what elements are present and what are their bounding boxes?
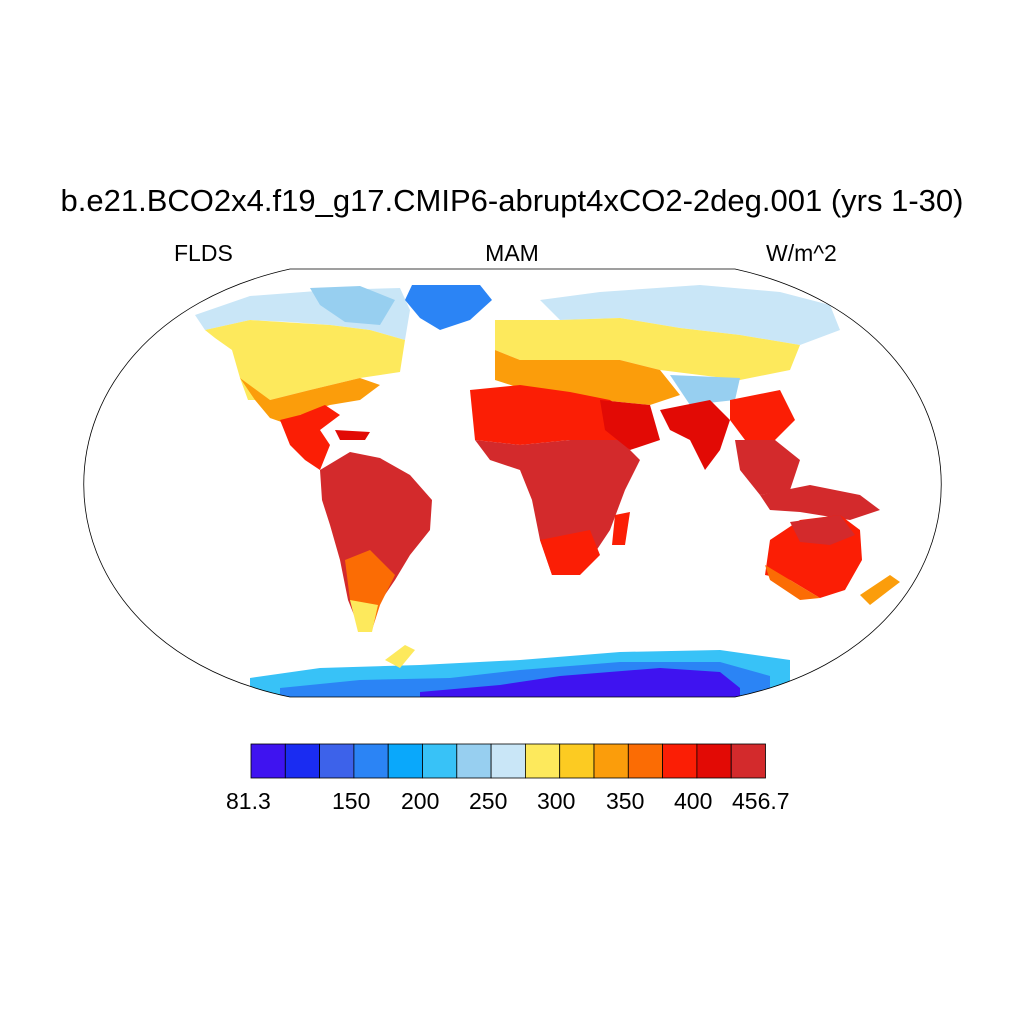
middle-east bbox=[600, 400, 660, 450]
tibet bbox=[670, 375, 740, 405]
colorbar-box bbox=[456, 743, 492, 779]
africa-central bbox=[475, 440, 640, 575]
colorbar bbox=[250, 743, 766, 779]
map-border bbox=[83, 268, 942, 698]
south-america bbox=[320, 452, 432, 630]
antarctic-peninsula bbox=[385, 645, 415, 668]
colorbar-box bbox=[353, 743, 389, 779]
colorbar-box bbox=[730, 743, 766, 779]
africa-north bbox=[470, 385, 640, 445]
colorbar-box bbox=[559, 743, 595, 779]
east-asia bbox=[730, 390, 795, 440]
colorbar-box bbox=[422, 743, 458, 779]
australia-south bbox=[765, 565, 820, 600]
colorbar-box bbox=[627, 743, 663, 779]
central-america bbox=[280, 405, 340, 470]
colorbar-tick-label: 200 bbox=[401, 788, 440, 814]
colorbar-box bbox=[525, 743, 561, 779]
map-title: b.e21.BCO2x4.f19_g17.CMIP6-abrupt4xCO2-2… bbox=[60, 183, 964, 218]
colorbar-tick-label: 150 bbox=[332, 788, 371, 814]
antarctica-interior bbox=[420, 668, 740, 697]
maritime-continent bbox=[760, 485, 880, 520]
colorbar-box bbox=[387, 743, 423, 779]
colorbar-box bbox=[662, 743, 698, 779]
colorbar-box bbox=[250, 743, 286, 779]
colorbar-tick-label: 350 bbox=[606, 788, 645, 814]
colorbar-min-label: 81.3 bbox=[226, 788, 271, 814]
colorbar-box bbox=[490, 743, 526, 779]
greenland bbox=[405, 285, 492, 330]
africa-south bbox=[540, 530, 600, 575]
colorbar-box bbox=[319, 743, 355, 779]
colorbar-box bbox=[696, 743, 732, 779]
colorbar-tick-label: 250 bbox=[469, 788, 508, 814]
colorbar-max-label: 456.7 bbox=[732, 788, 790, 814]
new-zealand bbox=[860, 575, 900, 605]
colorbar-box bbox=[284, 743, 320, 779]
season-label: MAM bbox=[485, 240, 539, 266]
variable-label: FLDS bbox=[174, 240, 233, 266]
north-america-warm bbox=[240, 378, 380, 425]
caribbean bbox=[335, 430, 370, 440]
colorbar-tick-label: 400 bbox=[674, 788, 713, 814]
eurasia-cold bbox=[540, 285, 840, 345]
madagascar bbox=[612, 512, 630, 545]
southeast-asia bbox=[735, 440, 800, 495]
colorbar-box bbox=[593, 743, 629, 779]
india bbox=[660, 400, 730, 470]
eurasia-mid bbox=[495, 318, 800, 380]
colorbar-tick-label: 300 bbox=[537, 788, 576, 814]
north-america-mid bbox=[205, 320, 405, 400]
patagonia bbox=[350, 600, 378, 632]
land-fields bbox=[195, 285, 900, 697]
australia-north bbox=[790, 515, 855, 545]
arctic-islands bbox=[310, 286, 395, 325]
units-label: W/m^2 bbox=[766, 240, 837, 266]
